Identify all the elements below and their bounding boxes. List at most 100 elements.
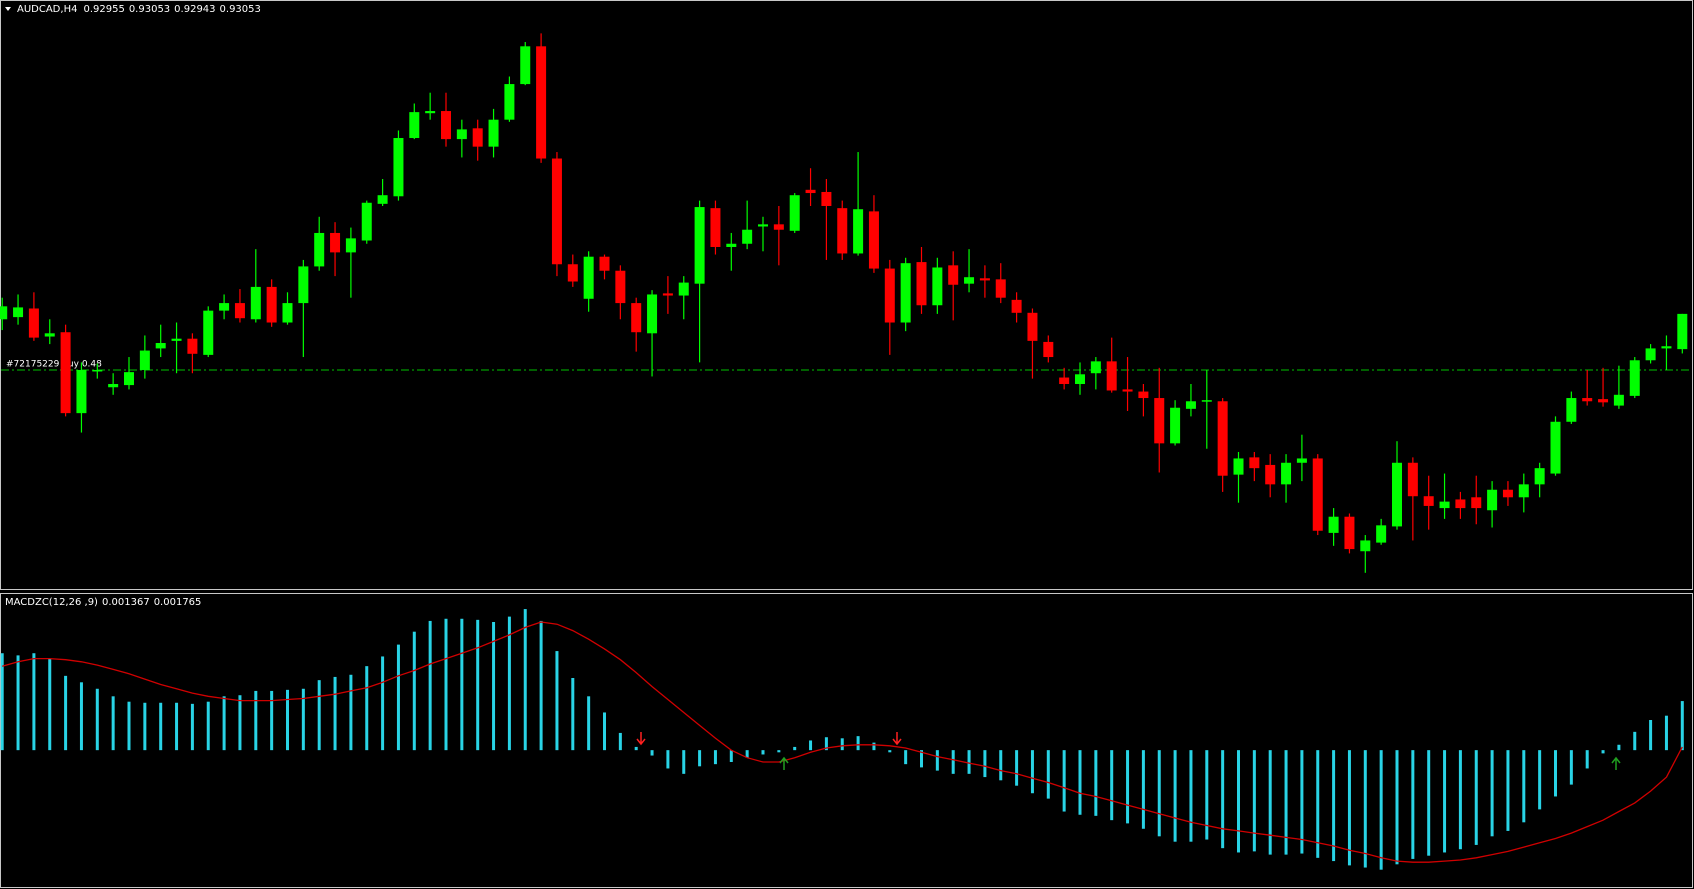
histogram-bar bbox=[1617, 744, 1621, 751]
indicator-header: MACDZC(12,26 ,9) 0.001367 0.001765 bbox=[5, 597, 201, 608]
histogram-bar bbox=[1237, 750, 1240, 853]
histogram-bar bbox=[254, 690, 258, 751]
candle-body bbox=[345, 238, 356, 253]
histogram-bar bbox=[634, 746, 638, 751]
histogram-bar bbox=[0, 653, 4, 751]
candle-body bbox=[314, 232, 325, 267]
candle-body bbox=[1645, 348, 1656, 361]
histogram-bar bbox=[1046, 750, 1050, 799]
indicator-title: MACDZC(12,26 ,9) bbox=[5, 597, 98, 608]
candle-body bbox=[948, 265, 959, 285]
histogram-bar bbox=[1443, 750, 1447, 853]
histogram-bar bbox=[904, 750, 908, 765]
candle-body bbox=[330, 232, 341, 253]
candle-body bbox=[393, 138, 404, 197]
candle-body bbox=[1043, 341, 1054, 358]
candle-body bbox=[1392, 462, 1402, 527]
histogram-bar bbox=[856, 736, 860, 751]
histogram-bar bbox=[95, 688, 99, 751]
candle-body bbox=[662, 293, 673, 296]
histogram-bar bbox=[16, 655, 20, 751]
candle-body bbox=[456, 129, 467, 140]
histogram-bar bbox=[143, 702, 147, 751]
candle-body bbox=[567, 264, 578, 282]
candle-body bbox=[1106, 361, 1117, 391]
candle-body bbox=[124, 372, 134, 386]
candle-body bbox=[1281, 462, 1292, 485]
high-readout: 0.93053 bbox=[129, 4, 170, 15]
candle-body bbox=[1265, 464, 1276, 485]
candle-body bbox=[1613, 394, 1624, 406]
candle-body bbox=[615, 270, 626, 304]
candle-body bbox=[710, 208, 721, 247]
histogram-bar bbox=[175, 702, 179, 751]
close-readout: 0.93053 bbox=[220, 4, 261, 15]
candle-body bbox=[678, 282, 689, 296]
candle-body bbox=[1502, 489, 1513, 498]
candle-body bbox=[805, 189, 816, 194]
candle-body bbox=[203, 310, 214, 355]
candle-body bbox=[219, 303, 230, 311]
histogram-bar bbox=[270, 690, 274, 751]
candle-body bbox=[377, 195, 388, 204]
histogram-bar bbox=[729, 750, 733, 762]
histogram-bar bbox=[840, 738, 844, 751]
candle-body bbox=[758, 224, 768, 227]
histogram-bar bbox=[1189, 750, 1193, 842]
candle-body bbox=[583, 256, 594, 299]
candle-body bbox=[1661, 346, 1672, 349]
candle-body bbox=[1328, 516, 1339, 533]
histogram-bar bbox=[1490, 750, 1494, 837]
histogram-bar bbox=[1522, 750, 1526, 823]
order-label: #72175229 buy 0.48 bbox=[6, 359, 102, 369]
open-readout: 0.92955 bbox=[83, 4, 124, 15]
candle-body bbox=[234, 303, 245, 319]
price-header: AUDCAD,H4 0.92955 0.93053 0.92943 0.93053 bbox=[17, 4, 261, 15]
histogram-bar bbox=[523, 609, 527, 751]
histogram-bar bbox=[698, 750, 702, 767]
histogram-bar bbox=[64, 675, 68, 751]
candle-body bbox=[916, 262, 927, 306]
candle-body bbox=[92, 369, 103, 372]
histogram-bar bbox=[222, 696, 226, 751]
histogram-bar bbox=[1062, 750, 1066, 812]
sell-arrow bbox=[892, 732, 902, 746]
histogram-bar bbox=[317, 680, 321, 751]
histogram-bar bbox=[777, 750, 781, 753]
candle-body bbox=[1360, 540, 1371, 552]
candle-body bbox=[13, 307, 24, 318]
histogram-bar bbox=[872, 742, 876, 751]
histogram-bar bbox=[1300, 750, 1304, 854]
candle-body bbox=[108, 384, 119, 388]
histogram-bar bbox=[1252, 750, 1256, 852]
candle-body bbox=[1455, 499, 1466, 509]
sell-arrow bbox=[636, 732, 646, 746]
main-panel-frame bbox=[0, 0, 1693, 590]
candle-body bbox=[1185, 401, 1196, 409]
candle-body bbox=[1566, 398, 1577, 422]
candle-body bbox=[932, 267, 943, 306]
candle-body bbox=[647, 294, 658, 334]
candle-body bbox=[520, 46, 531, 85]
candle-body bbox=[171, 338, 182, 341]
candle-body bbox=[1344, 516, 1355, 550]
candle-body bbox=[1011, 299, 1022, 313]
candle-body bbox=[1376, 525, 1387, 543]
candle-body bbox=[60, 332, 71, 414]
candle-body bbox=[441, 111, 451, 140]
histogram-bar bbox=[1157, 750, 1161, 837]
histogram-bar bbox=[809, 740, 813, 751]
histogram-bar bbox=[1078, 750, 1082, 815]
histogram-bar bbox=[333, 676, 337, 751]
histogram-bar bbox=[1458, 750, 1462, 850]
histogram-bar bbox=[286, 689, 289, 751]
candle-body bbox=[282, 303, 293, 323]
candle-body bbox=[853, 209, 864, 254]
candle-body bbox=[1534, 468, 1545, 485]
candle-body bbox=[425, 111, 436, 114]
candle-body bbox=[1154, 398, 1165, 444]
histogram-bar bbox=[1427, 750, 1431, 856]
signal-arrows bbox=[636, 732, 1621, 770]
